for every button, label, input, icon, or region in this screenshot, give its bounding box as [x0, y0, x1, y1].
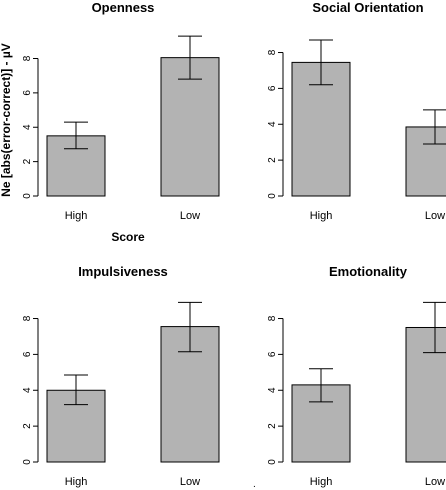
- chart-panel-2: Social Orientation 0 2 4 6 8 High Low: [267, 0, 446, 222]
- bar-low: [405, 326, 446, 463]
- y-tick-label: 6: [267, 351, 278, 357]
- chart-title: Social Orientation: [312, 0, 423, 15]
- category-label: Low: [425, 476, 445, 488]
- chart-panel-4: Emotionality 0 2 4 6 8 High Low: [267, 264, 446, 488]
- category-label: High: [65, 210, 88, 222]
- category-label: Low: [425, 210, 445, 222]
- y-tick-label: 0: [22, 193, 33, 199]
- y-tick-label: 8: [267, 315, 278, 321]
- y-tick-label: 8: [22, 55, 33, 61]
- category-label: High: [310, 210, 333, 222]
- y-tick-label: 0: [267, 193, 278, 199]
- y-tick-label: 4: [267, 387, 278, 393]
- category-label: High: [65, 476, 88, 488]
- chart-title: Emotionality: [329, 264, 408, 279]
- category-label: High: [310, 476, 333, 488]
- chart-panel-1: Openness 0 2 4 6 8 High Low Ne [abs(error-correc…: [0, 0, 220, 244]
- y-tick-label: 6: [267, 85, 278, 91]
- y-tick-label: 0: [267, 459, 278, 465]
- category-label: Low: [180, 210, 200, 222]
- y-tick-label: 4: [267, 121, 278, 127]
- y-tick-label: 2: [267, 157, 278, 163]
- y-tick-label: 6: [22, 351, 33, 357]
- y-tick-label: 0: [22, 459, 33, 465]
- y-tick-label: 6: [22, 90, 33, 96]
- stray-dot: .: [253, 479, 256, 490]
- chart-panel-3: Impulsiveness 0 2 4 6 8 High Low: [22, 264, 220, 488]
- x-axis-title: Score: [111, 230, 145, 244]
- y-axis-title: Ne [abs(error-correct)] - µV: [0, 43, 13, 197]
- y-tick-label: 2: [267, 423, 278, 429]
- bar-low: [405, 126, 446, 197]
- chart-title: Openness: [92, 0, 155, 15]
- bar-low: [160, 57, 220, 197]
- category-label: Low: [180, 476, 200, 488]
- y-tick-label: 4: [22, 387, 33, 393]
- y-tick-label: 2: [22, 158, 33, 164]
- y-tick-label: 8: [22, 315, 33, 321]
- y-tick-label: 8: [267, 49, 278, 55]
- y-tick-label: 2: [22, 423, 33, 429]
- y-tick-label: 4: [22, 124, 33, 130]
- chart-title: Impulsiveness: [78, 264, 168, 279]
